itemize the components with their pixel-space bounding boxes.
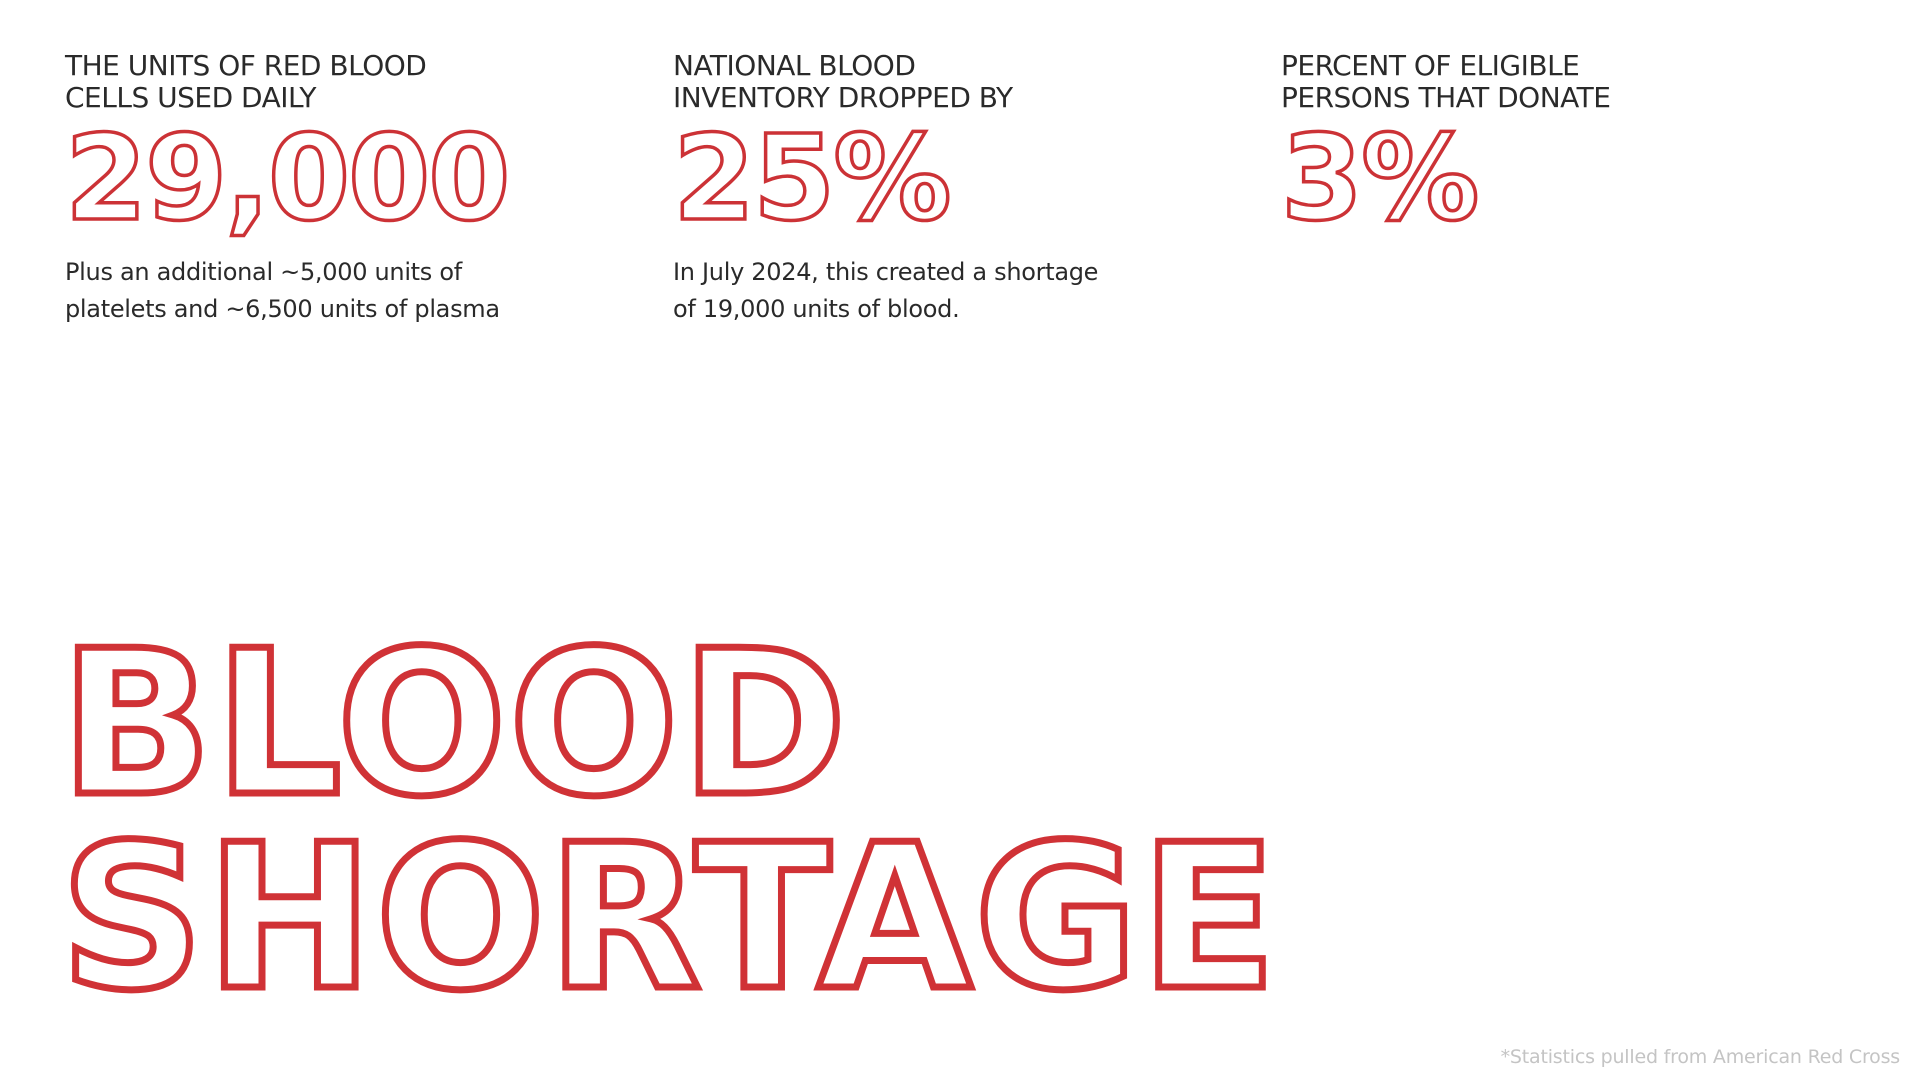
page-title: BLOOD SHORTAGE bbox=[57, 608, 1281, 1035]
stat-heading: PERCENT OF ELIGIBLE PERSONS THAT DONATE bbox=[1281, 50, 1841, 114]
stat-heading-line: PERCENT OF ELIGIBLE bbox=[1281, 49, 1580, 82]
stat-heading-line: CELLS USED DAILY bbox=[65, 81, 317, 114]
stat-description-line: In July 2024, this created a shortage bbox=[673, 258, 1099, 286]
stat-card-donor-percent: PERCENT OF ELIGIBLE PERSONS THAT DONATE … bbox=[1279, 50, 1841, 247]
stat-value: 29,000 bbox=[63, 109, 512, 247]
source-footnote: *Statistics pulled from American Red Cro… bbox=[1500, 1046, 1901, 1068]
stat-heading: NATIONAL BLOOD INVENTORY DROPPED BY bbox=[673, 50, 1233, 114]
stat-heading-line: PERSONS THAT DONATE bbox=[1281, 81, 1611, 114]
stat-heading-line: NATIONAL BLOOD bbox=[673, 49, 916, 82]
title-line-blood: BLOOD bbox=[57, 608, 851, 841]
stat-description-line: of 19,000 units of blood. bbox=[673, 295, 960, 323]
stat-card-red-cells: THE UNITS OF RED BLOOD CELLS USED DAILY … bbox=[63, 50, 625, 328]
stat-value: 3% bbox=[1279, 109, 1481, 247]
stat-heading-line: INVENTORY DROPPED BY bbox=[673, 81, 1013, 114]
stat-description-line: platelets and ~6,500 units of plasma bbox=[65, 295, 500, 323]
stat-description-line: Plus an additional ~5,000 units of bbox=[65, 258, 462, 286]
stat-description: In July 2024, this created a shortage of… bbox=[673, 254, 1233, 328]
stat-card-inventory-drop: NATIONAL BLOOD INVENTORY DROPPED BY 25% … bbox=[671, 50, 1233, 328]
stat-value: 25% bbox=[671, 109, 953, 247]
stat-description: Plus an additional ~5,000 units of plate… bbox=[65, 254, 625, 328]
title-line-shortage: SHORTAGE bbox=[57, 802, 1281, 1035]
stat-heading-line: THE UNITS OF RED BLOOD bbox=[65, 49, 427, 82]
stat-heading: THE UNITS OF RED BLOOD CELLS USED DAILY bbox=[65, 50, 625, 114]
